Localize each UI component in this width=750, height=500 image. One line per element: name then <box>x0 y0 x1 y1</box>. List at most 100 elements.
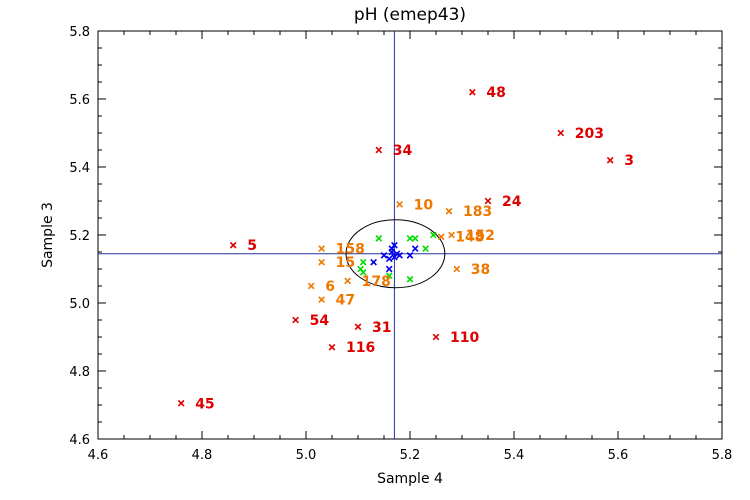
marker-stroke <box>406 252 414 259</box>
marker-stroke <box>375 235 383 242</box>
red-point-marker <box>606 156 614 164</box>
orange-point-label: 10 <box>414 197 434 213</box>
marker-stroke <box>453 265 461 273</box>
marker-stroke <box>484 197 492 205</box>
data-points <box>177 88 614 407</box>
green-point-marker <box>430 231 437 239</box>
marker-stroke <box>391 253 398 261</box>
orange-point-marker <box>453 265 461 273</box>
y-tick-label: 5.8 <box>69 25 90 40</box>
marker-stroke <box>388 245 396 252</box>
marker-stroke <box>437 233 445 241</box>
red-point-marker <box>328 343 336 351</box>
y-tick-label: 5.0 <box>69 297 90 312</box>
red-point-label: 45 <box>195 396 214 412</box>
blue-point-marker <box>385 255 393 263</box>
orange-point-label: 47 <box>336 293 355 309</box>
blue-point-marker <box>388 245 396 252</box>
green-point-marker <box>375 235 383 242</box>
marker-stroke <box>445 207 453 215</box>
marker-stroke <box>411 235 419 242</box>
x-tick-label: 4.8 <box>192 448 213 463</box>
marker-stroke <box>318 245 325 252</box>
orange-point-label: 38 <box>471 262 490 278</box>
y-tick-label: 4.8 <box>69 365 90 380</box>
x-tick-label: 5.6 <box>608 448 629 463</box>
x-tick-label: 5.0 <box>296 448 317 463</box>
orange-point-label: 6 <box>325 279 335 295</box>
orange-point-label: 178 <box>362 274 391 290</box>
marker-stroke <box>292 316 299 324</box>
y-tick-label: 5.6 <box>69 93 90 108</box>
orange-point-marker <box>318 245 325 252</box>
orange-point-label: 158 <box>336 242 365 258</box>
y-axis-label: Sample 3 <box>40 202 56 268</box>
orange-point-marker <box>318 296 325 303</box>
green-point-marker <box>422 245 429 252</box>
marker-stroke <box>375 146 383 154</box>
marker-stroke <box>370 258 377 266</box>
red-point-label: 48 <box>486 85 505 101</box>
blue-point-marker <box>411 245 419 252</box>
blue-point-marker <box>385 265 393 273</box>
y-tick-label: 5.4 <box>69 161 90 176</box>
red-point-marker <box>432 333 440 341</box>
red-point-label: 34 <box>393 143 413 159</box>
confidence-ellipse <box>345 219 446 289</box>
green-point-marker <box>411 235 419 242</box>
red-point-marker <box>375 146 383 154</box>
orange-point-marker <box>307 282 315 290</box>
red-point-label: 31 <box>372 320 391 336</box>
marker-stroke <box>359 258 367 266</box>
orange-point-marker <box>448 231 455 239</box>
blue-point-marker <box>391 253 398 261</box>
orange-point-marker <box>445 207 453 215</box>
red-point-marker <box>484 197 492 205</box>
red-point-marker <box>354 323 362 331</box>
marker-stroke <box>318 296 325 303</box>
marker-stroke <box>606 156 614 164</box>
red-point-label: 54 <box>310 313 330 329</box>
y-tick-label: 5.2 <box>69 229 90 244</box>
plot-frame <box>97 30 723 440</box>
orange-point-marker <box>396 201 403 208</box>
blue-point-marker <box>396 252 403 259</box>
marker-stroke <box>396 252 403 259</box>
red-point-marker <box>557 129 565 137</box>
marker-stroke <box>432 333 440 341</box>
blue-point-marker <box>370 258 377 266</box>
red-point-label: 203 <box>575 126 604 142</box>
green-point-marker <box>359 269 367 276</box>
marker-stroke <box>422 245 429 252</box>
marker-stroke <box>359 269 367 276</box>
red-point-marker <box>229 241 237 249</box>
red-point-label: 116 <box>346 340 375 356</box>
red-point-marker <box>469 88 476 96</box>
reference-lines <box>98 31 722 439</box>
marker-stroke <box>406 275 414 283</box>
y-tick-label: 4.6 <box>69 433 90 448</box>
marker-stroke <box>396 201 403 208</box>
blue-point-marker <box>380 252 388 259</box>
marker-stroke <box>328 343 336 351</box>
orange-point-label: 15 <box>336 255 355 271</box>
marker-stroke <box>385 265 393 273</box>
marker-stroke <box>411 245 419 252</box>
marker-stroke <box>344 277 351 285</box>
orange-point-marker <box>437 233 445 241</box>
marker-stroke <box>385 255 393 263</box>
green-point-marker <box>406 235 414 242</box>
red-point-label: 5 <box>247 238 257 254</box>
marker-stroke <box>448 231 455 239</box>
x-tick-label: 4.6 <box>88 448 109 463</box>
marker-stroke <box>406 235 414 242</box>
orange-point-marker <box>318 258 325 266</box>
x-tick-label: 5.2 <box>400 448 421 463</box>
marker-stroke <box>307 282 315 290</box>
orange-point-marker <box>344 277 351 285</box>
marker-stroke <box>354 323 362 331</box>
marker-stroke <box>385 272 393 280</box>
marker-stroke <box>357 265 364 273</box>
